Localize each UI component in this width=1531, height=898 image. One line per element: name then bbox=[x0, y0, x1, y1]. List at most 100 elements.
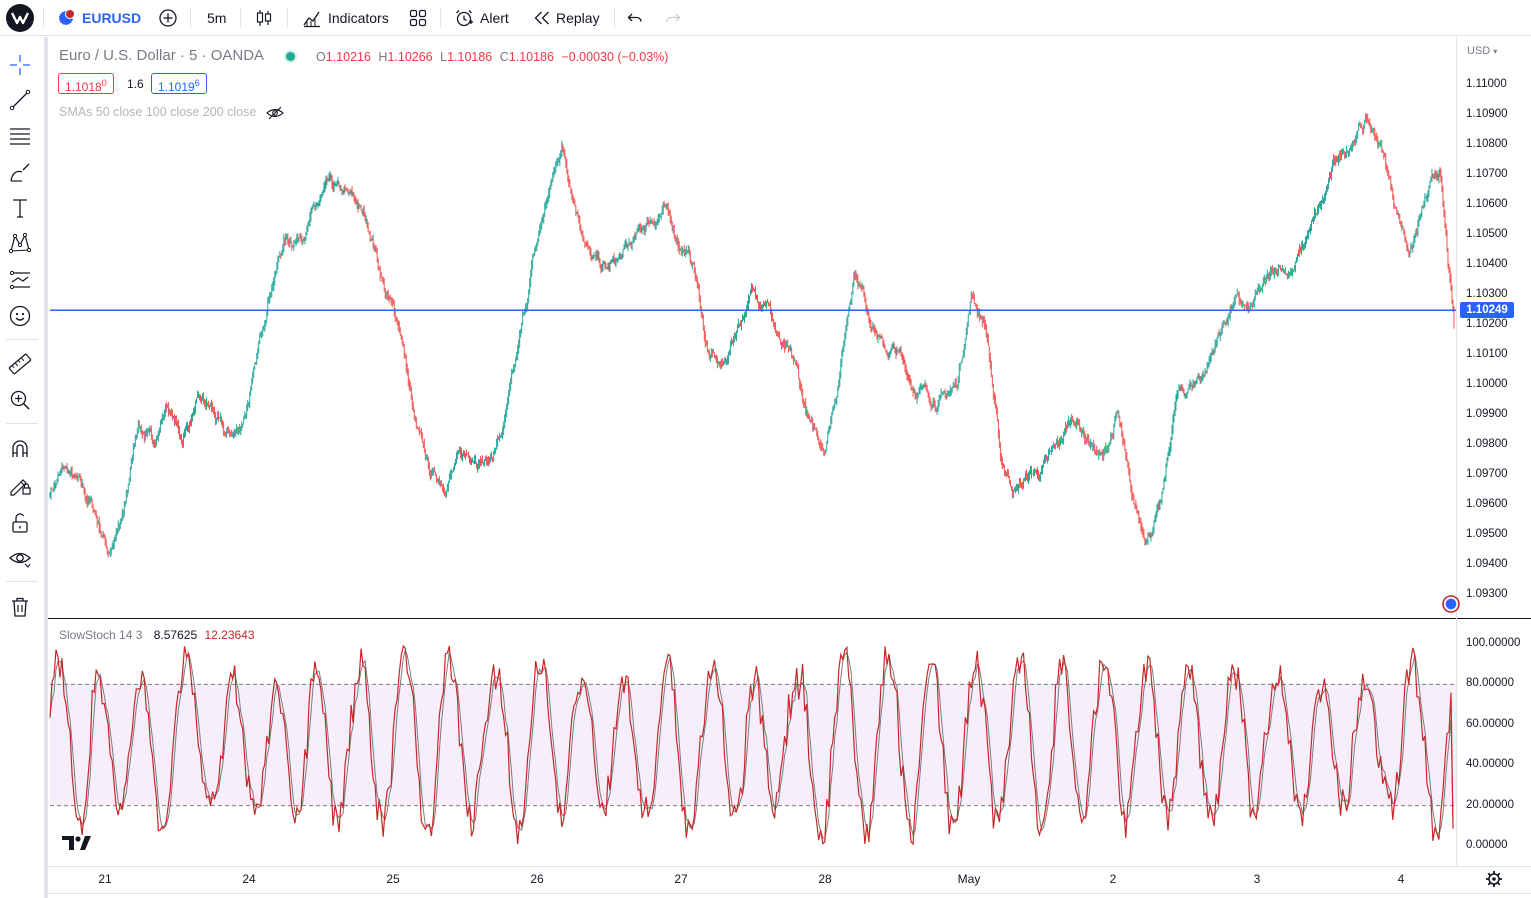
lock-drawings-tool[interactable] bbox=[8, 511, 32, 535]
magnet-tool[interactable] bbox=[8, 437, 32, 461]
time-tick-label: 27 bbox=[674, 872, 688, 886]
chart-settings-gear-icon[interactable] bbox=[1486, 871, 1502, 887]
brush-tool[interactable] bbox=[8, 161, 32, 185]
open-key: O bbox=[316, 50, 326, 64]
currency-flag-icon bbox=[58, 9, 75, 26]
undo-button[interactable] bbox=[626, 0, 644, 36]
compare-symbol-button[interactable] bbox=[158, 0, 178, 36]
time-tick-label: 21 bbox=[98, 872, 112, 886]
price-tick-label: 1.09300 bbox=[1466, 588, 1508, 600]
currency-label: USD bbox=[1467, 45, 1491, 57]
high-key: H bbox=[378, 50, 388, 64]
interval-label: 5m bbox=[207, 10, 227, 26]
price-tick-label: 1.10100 bbox=[1466, 348, 1508, 360]
market-status-icon[interactable] bbox=[286, 50, 295, 64]
stoch-tick-label: 40.00000 bbox=[1466, 758, 1514, 771]
price-tick-label: 1.09800 bbox=[1466, 438, 1508, 450]
horizontal-lines-icon bbox=[10, 128, 30, 145]
pattern-icon bbox=[8, 232, 32, 254]
stoch-tick-label: 60.00000 bbox=[1466, 717, 1514, 730]
currency-selector[interactable]: USD ▾ bbox=[1467, 45, 1498, 57]
rewind-icon bbox=[534, 11, 549, 25]
stay-in-drawing-mode-tool[interactable] bbox=[8, 473, 32, 497]
crosshair-icon bbox=[10, 55, 30, 75]
sell-price: 1.1018 bbox=[65, 80, 102, 94]
hide-drawings-tool[interactable] bbox=[8, 546, 32, 570]
stoch-d-line bbox=[49, 648, 1454, 840]
indicators-label: Indicators bbox=[328, 10, 389, 26]
forecast-icon bbox=[9, 270, 30, 290]
chart-type-button[interactable] bbox=[254, 0, 274, 36]
current-price-tag: 1.10249 bbox=[1460, 302, 1514, 319]
interval-button[interactable]: 5m bbox=[207, 0, 226, 36]
high-value: 1.10266 bbox=[387, 50, 433, 64]
templates-button[interactable] bbox=[408, 0, 428, 36]
symbol-label: EURUSD bbox=[82, 10, 142, 26]
zoom-in-tool[interactable] bbox=[8, 388, 32, 412]
sma-indicator-label[interactable]: SMAs 50 close 100 close 200 close bbox=[59, 105, 284, 120]
alert-button[interactable]: Alert bbox=[454, 0, 509, 36]
ruler-icon bbox=[8, 353, 32, 375]
price-tick-label: 1.10500 bbox=[1466, 228, 1508, 240]
fib-retracement-tool[interactable] bbox=[8, 124, 32, 148]
brush-icon bbox=[10, 163, 30, 182]
plus-circle-icon bbox=[159, 9, 177, 27]
candlestick-series bbox=[49, 113, 1455, 558]
price-tick-label: 1.09700 bbox=[1466, 468, 1508, 480]
buy-price-box[interactable]: 1.10196 bbox=[151, 73, 207, 94]
trend-line-tool[interactable] bbox=[8, 88, 32, 112]
top-toolbar: EURUSD 5m Indicators bbox=[0, 0, 1531, 36]
candles-icon bbox=[256, 10, 272, 26]
price-tick-label: 1.10200 bbox=[1466, 318, 1508, 330]
replay-label: Replay bbox=[556, 10, 600, 26]
stoch-legend[interactable]: SlowStoch 14 3 8.57625 12.23643 bbox=[59, 628, 255, 642]
measure-tool[interactable] bbox=[8, 352, 32, 376]
price-tick-label: 1.10600 bbox=[1466, 198, 1508, 210]
low-value: 1.10186 bbox=[447, 50, 493, 64]
buy-price: 1.1019 bbox=[158, 80, 195, 94]
indicators-button[interactable]: Indicators bbox=[302, 0, 389, 36]
stoch-tick-label: 100.00000 bbox=[1466, 637, 1521, 649]
tradingview-logo-icon[interactable] bbox=[6, 4, 34, 32]
price-tick-label: 1.11000 bbox=[1466, 78, 1507, 90]
prediction-tool[interactable] bbox=[8, 268, 32, 292]
time-tick-label: 24 bbox=[242, 872, 256, 886]
smiley-icon bbox=[9, 305, 31, 327]
layout-grid-icon bbox=[409, 9, 427, 27]
icon-tool[interactable] bbox=[8, 304, 32, 328]
time-tick-label: 2 bbox=[1109, 872, 1117, 886]
price-tick-label: 1.09900 bbox=[1466, 408, 1508, 420]
replay-button[interactable]: Replay bbox=[533, 0, 600, 36]
redo-icon bbox=[666, 13, 681, 22]
pattern-tool[interactable] bbox=[8, 231, 32, 255]
symbol-search-button[interactable]: EURUSD bbox=[58, 0, 141, 36]
text-tool[interactable] bbox=[8, 196, 32, 220]
stoch-k-value: 8.57625 bbox=[153, 628, 198, 642]
ohlc-legend: O1.10216 H1.10266 L1.10186 C1.10186 −0.0… bbox=[316, 50, 668, 64]
close-key: C bbox=[499, 50, 509, 64]
price-tick-label: 1.10800 bbox=[1466, 138, 1508, 150]
stoch-d-value: 12.23643 bbox=[204, 628, 255, 642]
text-icon bbox=[13, 199, 27, 218]
sell-price-box[interactable]: 1.10180 bbox=[58, 73, 114, 94]
time-tick-label: 3 bbox=[1253, 872, 1261, 886]
tradingview-watermark-icon bbox=[62, 836, 91, 850]
stoch-tick-label: 20.00000 bbox=[1466, 798, 1514, 811]
flag-globe-icon[interactable] bbox=[1442, 595, 1460, 613]
hidden-eye-icon[interactable] bbox=[265, 106, 284, 120]
crosshair-tool[interactable] bbox=[8, 53, 32, 77]
trend-line-icon bbox=[9, 89, 31, 111]
remove-drawings-tool[interactable] bbox=[8, 595, 32, 619]
stoch-k-line bbox=[49, 644, 1454, 846]
sell-price-sup: 0 bbox=[101, 78, 107, 88]
eye-icon bbox=[9, 552, 31, 568]
symbol-title[interactable]: Euro / U.S. Dollar · 5 · OANDA bbox=[59, 47, 265, 64]
time-tick-label: 4 bbox=[1397, 872, 1405, 886]
price-tick-label: 1.10300 bbox=[1466, 288, 1508, 300]
drawing-toolbar bbox=[0, 37, 48, 898]
open-value: 1.10216 bbox=[325, 50, 371, 64]
time-tick-label: 28 bbox=[818, 872, 832, 886]
trash-icon bbox=[12, 597, 28, 617]
redo-button[interactable] bbox=[664, 0, 682, 36]
